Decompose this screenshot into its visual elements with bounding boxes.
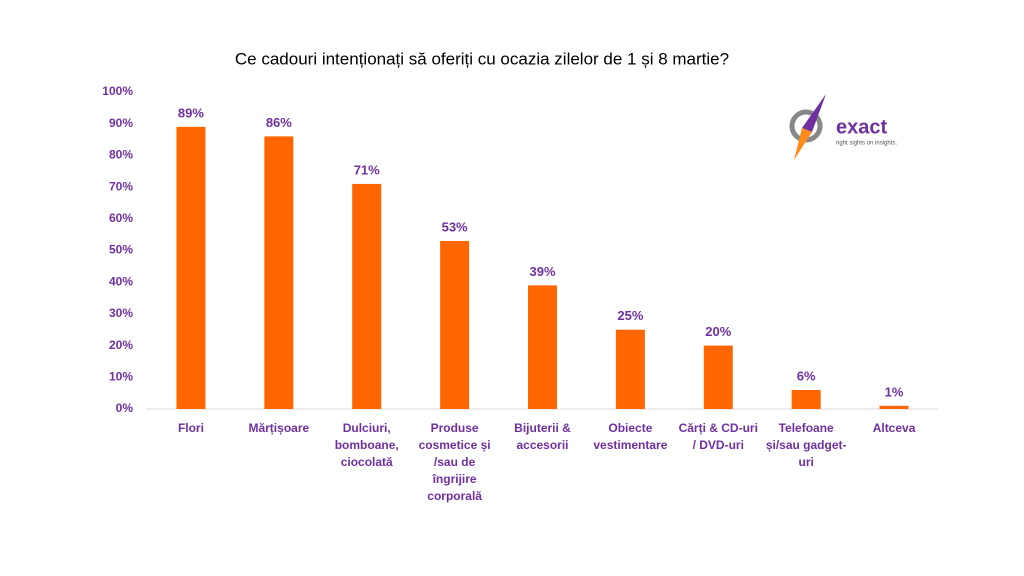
y-tick-label: 20% bbox=[109, 338, 133, 352]
value-label: 39% bbox=[529, 264, 555, 279]
x-tick-label: Cărți & CD-uri / DVD-uri bbox=[678, 421, 758, 452]
logo-needle bbox=[802, 94, 826, 132]
value-label: 71% bbox=[354, 162, 380, 177]
y-tick-label: 40% bbox=[109, 274, 133, 288]
y-tick-label: 70% bbox=[109, 179, 133, 193]
x-tick-label: Altceva bbox=[872, 421, 916, 435]
x-tick-label: Obiecte vestimentare bbox=[593, 421, 668, 452]
y-tick-label: 10% bbox=[109, 369, 133, 383]
chart-title: Ce cadouri intenționați să oferiți cu oc… bbox=[235, 49, 729, 68]
value-label: 20% bbox=[705, 324, 731, 339]
value-label: 53% bbox=[442, 219, 468, 234]
logo-name: exact bbox=[836, 116, 887, 138]
x-tick-label: Flori bbox=[177, 421, 204, 435]
bar bbox=[176, 126, 206, 410]
value-label: 86% bbox=[266, 115, 292, 130]
x-tick-label: Bijuterii & accesorii bbox=[514, 421, 571, 452]
bar bbox=[615, 329, 645, 409]
bar bbox=[352, 183, 382, 409]
y-tick-label: 80% bbox=[109, 148, 133, 162]
x-tick-label: Dulciuri, bomboane, ciocolată bbox=[334, 421, 399, 469]
y-tick-label: 50% bbox=[109, 243, 133, 257]
value-label: 25% bbox=[617, 308, 643, 323]
y-tick-label: 100% bbox=[102, 84, 133, 98]
bar bbox=[703, 345, 733, 409]
y-tick-label: 90% bbox=[109, 116, 133, 130]
y-tick-label: 0% bbox=[116, 401, 134, 415]
logo-tagline: right sights on insights. bbox=[836, 141, 897, 147]
bar bbox=[264, 136, 294, 409]
bar bbox=[879, 405, 909, 409]
x-tick-label: Telefoane și/sau gadget-uri bbox=[765, 421, 847, 469]
value-label: 1% bbox=[885, 384, 904, 399]
y-tick-label: 60% bbox=[109, 211, 133, 225]
x-tick-label: Mărțișoare bbox=[248, 421, 310, 435]
value-label: 6% bbox=[797, 368, 816, 383]
y-tick-label: 30% bbox=[109, 306, 133, 320]
logo-flame bbox=[794, 128, 812, 160]
logo: exact right sights on insights. bbox=[789, 94, 897, 160]
bar bbox=[528, 285, 557, 409]
bar bbox=[791, 389, 821, 409]
value-label: 89% bbox=[178, 105, 204, 120]
bar bbox=[440, 240, 470, 409]
x-tick-label: Produse cosmetice și /sau de îngrijire c… bbox=[418, 421, 491, 503]
